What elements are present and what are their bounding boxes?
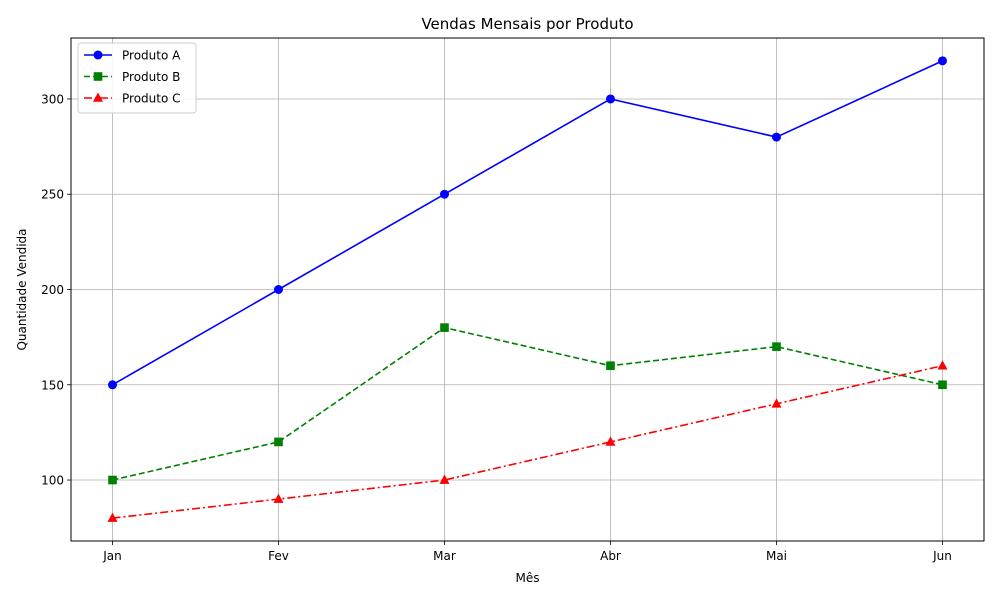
chart-title: Vendas Mensais por Produto xyxy=(421,15,633,33)
y-tick-label: 300 xyxy=(41,92,64,106)
data-point xyxy=(108,380,117,390)
series-line xyxy=(112,326,943,481)
legend-marker xyxy=(93,92,103,102)
series-line xyxy=(112,60,943,386)
data-point xyxy=(605,436,616,446)
data-point xyxy=(274,437,283,447)
legend-label: Produto C xyxy=(122,92,181,106)
data-point xyxy=(274,285,283,294)
series-produto-b xyxy=(108,323,947,485)
series-group xyxy=(107,56,948,522)
data-point xyxy=(439,474,450,484)
legend-box xyxy=(77,42,197,114)
y-tick-label: 150 xyxy=(41,378,64,392)
y-axis-label: Quantidade Vendida xyxy=(15,228,29,350)
x-tick-label: Jan xyxy=(102,549,122,563)
series-produto-a xyxy=(108,56,947,390)
x-axis-label: Mês xyxy=(516,571,540,585)
series-produto-c xyxy=(107,360,948,522)
series-line xyxy=(112,364,943,519)
data-point xyxy=(771,398,782,408)
legend-item: Produto C xyxy=(84,92,181,106)
data-point xyxy=(108,475,117,485)
grid xyxy=(71,38,984,541)
x-tick-label: Fev xyxy=(268,549,289,563)
x-tick-label: Mai xyxy=(766,549,787,563)
legend-label: Produto B xyxy=(122,70,180,84)
legend-marker xyxy=(93,72,103,81)
data-point xyxy=(772,342,781,351)
legend-marker xyxy=(93,50,103,60)
data-point xyxy=(440,189,449,199)
legend-item: Produto A xyxy=(84,49,181,63)
data-point xyxy=(273,493,284,503)
x-tick-label: Jun xyxy=(932,549,952,563)
data-point xyxy=(937,360,948,370)
data-point xyxy=(107,512,118,522)
x-tick-label: Abr xyxy=(600,549,621,563)
legend: Produto A Produto B Produto C xyxy=(77,42,197,114)
y-tick-label: 100 xyxy=(41,474,64,488)
x-tick-label: Mar xyxy=(433,549,456,563)
data-point xyxy=(440,323,449,332)
y-tick-label: 200 xyxy=(41,283,64,297)
axis-ticks: Jan Fev Mar Abr Mai Jun 100 150 200 250 300 xyxy=(41,92,952,563)
data-point xyxy=(606,94,615,104)
data-point xyxy=(606,361,615,371)
legend-label: Produto A xyxy=(122,49,181,63)
data-point xyxy=(938,380,947,390)
data-point xyxy=(772,132,781,142)
legend-item: Produto B xyxy=(84,70,180,84)
y-tick-label: 250 xyxy=(41,188,64,202)
data-point xyxy=(938,56,947,66)
